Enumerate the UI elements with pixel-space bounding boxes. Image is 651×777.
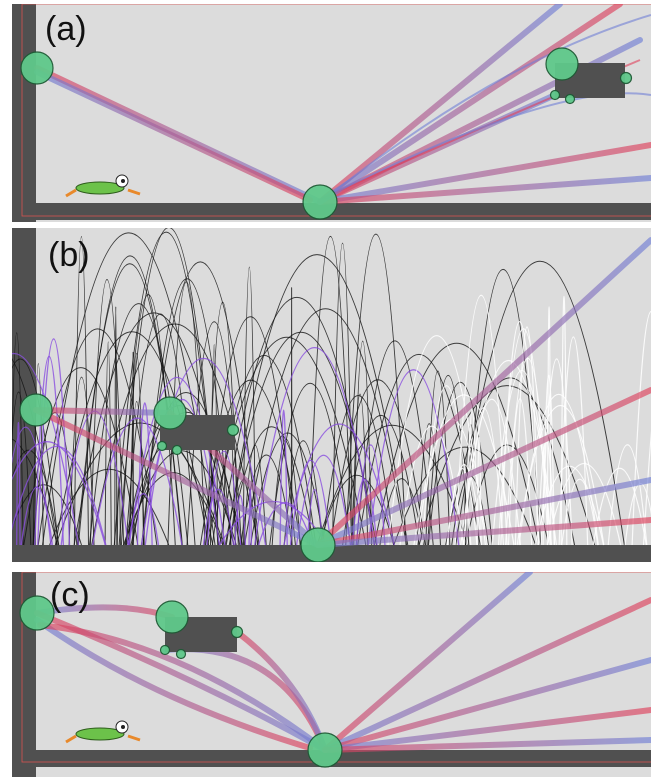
node	[173, 446, 182, 455]
node	[232, 627, 243, 638]
node	[154, 397, 186, 429]
node	[20, 394, 52, 426]
figure: (a) (b)	[0, 0, 651, 777]
node	[566, 95, 575, 104]
node	[21, 52, 53, 84]
panel-label: (a)	[45, 10, 87, 48]
node	[303, 185, 337, 219]
panel-label: (b)	[48, 236, 90, 274]
panel-a: (a)	[12, 4, 651, 222]
node	[551, 91, 560, 100]
node	[177, 650, 186, 659]
node	[308, 733, 342, 767]
node	[158, 442, 167, 451]
panel-c: (c)	[12, 572, 651, 777]
node	[621, 73, 632, 84]
node	[228, 425, 239, 436]
node	[161, 646, 170, 655]
wall	[12, 4, 36, 222]
panel-b: (b)	[0, 227, 651, 562]
node	[546, 48, 578, 80]
node	[156, 601, 188, 633]
node	[20, 596, 54, 630]
node	[301, 528, 335, 562]
panel-label: (c)	[50, 576, 90, 614]
